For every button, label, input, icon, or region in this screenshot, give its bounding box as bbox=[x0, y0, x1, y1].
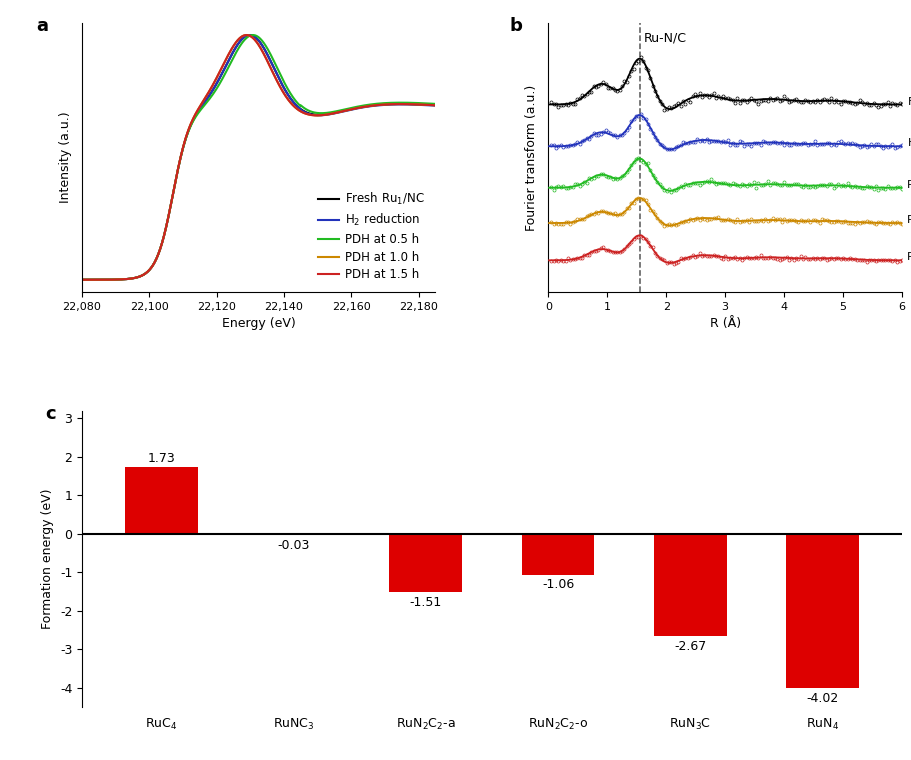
Text: Ru-N/C: Ru-N/C bbox=[643, 31, 686, 44]
Fresh Ru$_1$/NC bbox=[434, 101, 445, 110]
Text: -1.06: -1.06 bbox=[542, 578, 574, 591]
PDH at 1.5 h bbox=[96, 275, 107, 284]
PDH at 0.5 h bbox=[303, 106, 314, 115]
PDH at 1.5 h bbox=[241, 30, 251, 40]
H$_2$ reduction bbox=[96, 275, 107, 284]
Fresh Ru$_1$/NC bbox=[282, 90, 293, 100]
Y-axis label: Formation energy (eV): Formation energy (eV) bbox=[41, 489, 55, 629]
PDH at 1.0 h bbox=[303, 110, 314, 119]
PDH at 1.0 h bbox=[347, 105, 358, 114]
H$_2$ reduction bbox=[384, 100, 394, 109]
Text: Fresh Ru$_1$/NC: Fresh Ru$_1$/NC bbox=[906, 95, 911, 109]
Text: -0.03: -0.03 bbox=[277, 539, 310, 552]
PDH at 0.5 h bbox=[282, 85, 293, 94]
PDH at 1.0 h bbox=[384, 100, 394, 109]
Line: H$_2$ reduction: H$_2$ reduction bbox=[78, 35, 439, 280]
Fresh Ru$_1$/NC bbox=[96, 275, 107, 284]
H$_2$ reduction bbox=[303, 109, 314, 119]
Legend: Fresh Ru$_1$/NC, H$_2$ reduction, PDH at 0.5 h, PDH at 1.0 h, PDH at 1.5 h: Fresh Ru$_1$/NC, H$_2$ reduction, PDH at… bbox=[313, 186, 429, 286]
Bar bbox=[390, 534, 462, 592]
Line: PDH at 1.0 h: PDH at 1.0 h bbox=[78, 35, 439, 280]
PDH at 1.0 h bbox=[434, 101, 445, 110]
Text: PDH at 1.5 h: PDH at 1.5 h bbox=[906, 252, 911, 262]
PDH at 0.5 h bbox=[292, 99, 303, 108]
PDH at 1.0 h bbox=[241, 30, 251, 40]
Bar bbox=[786, 534, 859, 689]
Bar bbox=[522, 534, 595, 575]
H$_2$ reduction bbox=[73, 275, 84, 284]
Line: Fresh Ru$_1$/NC: Fresh Ru$_1$/NC bbox=[78, 35, 439, 280]
Fresh Ru$_1$/NC bbox=[244, 30, 255, 40]
PDH at 0.5 h bbox=[248, 30, 259, 40]
Y-axis label: Intensity (a.u.): Intensity (a.u.) bbox=[58, 112, 72, 203]
X-axis label: Energy (eV): Energy (eV) bbox=[221, 317, 295, 331]
Text: -2.67: -2.67 bbox=[674, 640, 706, 654]
H$_2$ reduction bbox=[244, 30, 255, 40]
Bar bbox=[257, 534, 330, 535]
Text: b: b bbox=[509, 17, 523, 36]
Fresh Ru$_1$/NC bbox=[384, 100, 394, 109]
PDH at 1.5 h bbox=[303, 110, 314, 119]
H$_2$ reduction bbox=[434, 101, 445, 110]
PDH at 1.5 h bbox=[282, 95, 293, 104]
Text: -1.51: -1.51 bbox=[410, 596, 442, 609]
PDH at 1.0 h bbox=[73, 275, 84, 284]
Line: PDH at 1.5 h: PDH at 1.5 h bbox=[78, 35, 439, 280]
Text: a: a bbox=[36, 17, 48, 36]
Text: PDH at 1.0 h: PDH at 1.0 h bbox=[906, 215, 911, 225]
Y-axis label: Fourier transform (a.u.): Fourier transform (a.u.) bbox=[525, 84, 538, 230]
Fresh Ru$_1$/NC bbox=[292, 102, 303, 111]
Text: H$_2$ reduction: H$_2$ reduction bbox=[906, 136, 911, 150]
Fresh Ru$_1$/NC bbox=[347, 104, 358, 113]
H$_2$ reduction bbox=[292, 102, 303, 111]
PDH at 1.5 h bbox=[384, 100, 394, 109]
PDH at 1.5 h bbox=[292, 105, 303, 114]
PDH at 0.5 h bbox=[73, 275, 84, 284]
Line: PDH at 0.5 h: PDH at 0.5 h bbox=[78, 35, 439, 280]
Text: c: c bbox=[45, 405, 56, 423]
Text: 1.73: 1.73 bbox=[148, 451, 175, 464]
Text: PDH at 0.5 h: PDH at 0.5 h bbox=[906, 179, 911, 190]
PDH at 1.0 h bbox=[282, 95, 293, 104]
H$_2$ reduction bbox=[282, 90, 293, 100]
H$_2$ reduction bbox=[347, 105, 358, 114]
PDH at 1.0 h bbox=[292, 105, 303, 114]
Fresh Ru$_1$/NC bbox=[73, 275, 84, 284]
PDH at 0.5 h bbox=[96, 275, 107, 284]
X-axis label: R (Å): R (Å) bbox=[710, 317, 741, 331]
Fresh Ru$_1$/NC bbox=[303, 109, 314, 118]
Text: -4.02: -4.02 bbox=[806, 692, 839, 705]
PDH at 0.5 h bbox=[434, 100, 445, 109]
PDH at 1.5 h bbox=[434, 101, 445, 110]
PDH at 0.5 h bbox=[384, 98, 394, 107]
PDH at 0.5 h bbox=[347, 103, 358, 112]
PDH at 1.5 h bbox=[347, 105, 358, 114]
Bar bbox=[654, 534, 727, 636]
PDH at 1.5 h bbox=[73, 275, 84, 284]
Bar bbox=[125, 467, 198, 534]
PDH at 1.0 h bbox=[96, 275, 107, 284]
